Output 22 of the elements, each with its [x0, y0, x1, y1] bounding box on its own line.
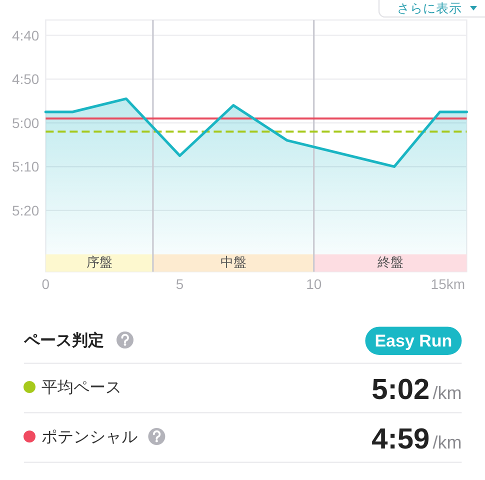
y-tick-label: 4:50: [12, 71, 40, 88]
text: /km: [432, 383, 462, 403]
band-label: 中盤: [220, 256, 246, 270]
x-tick-label: 15km: [430, 276, 466, 292]
text: ペース判定: [23, 330, 104, 350]
text: 5:02: [372, 374, 430, 406]
y-tick-label: 5:20: [12, 202, 40, 218]
band-label: 終盤: [376, 256, 404, 270]
x-tick-label: 10: [306, 276, 322, 292]
text: 平均ペース: [42, 378, 122, 396]
y-tick-label: 5:00: [12, 114, 40, 131]
band-label: 序盤: [86, 254, 112, 270]
x-tick-label: 0: [42, 276, 50, 292]
y-tick-label: 4:40: [12, 27, 40, 44]
y-tick-label: 5:10: [12, 158, 40, 175]
text: さらに表示: [397, 0, 462, 16]
text: /km: [432, 432, 462, 452]
text: 4:59: [372, 424, 430, 456]
x-tick-label: 5: [176, 276, 184, 292]
text: Easy Run: [374, 332, 452, 350]
line-series: [44, 97, 468, 168]
text: ポテンシャル: [42, 427, 138, 446]
